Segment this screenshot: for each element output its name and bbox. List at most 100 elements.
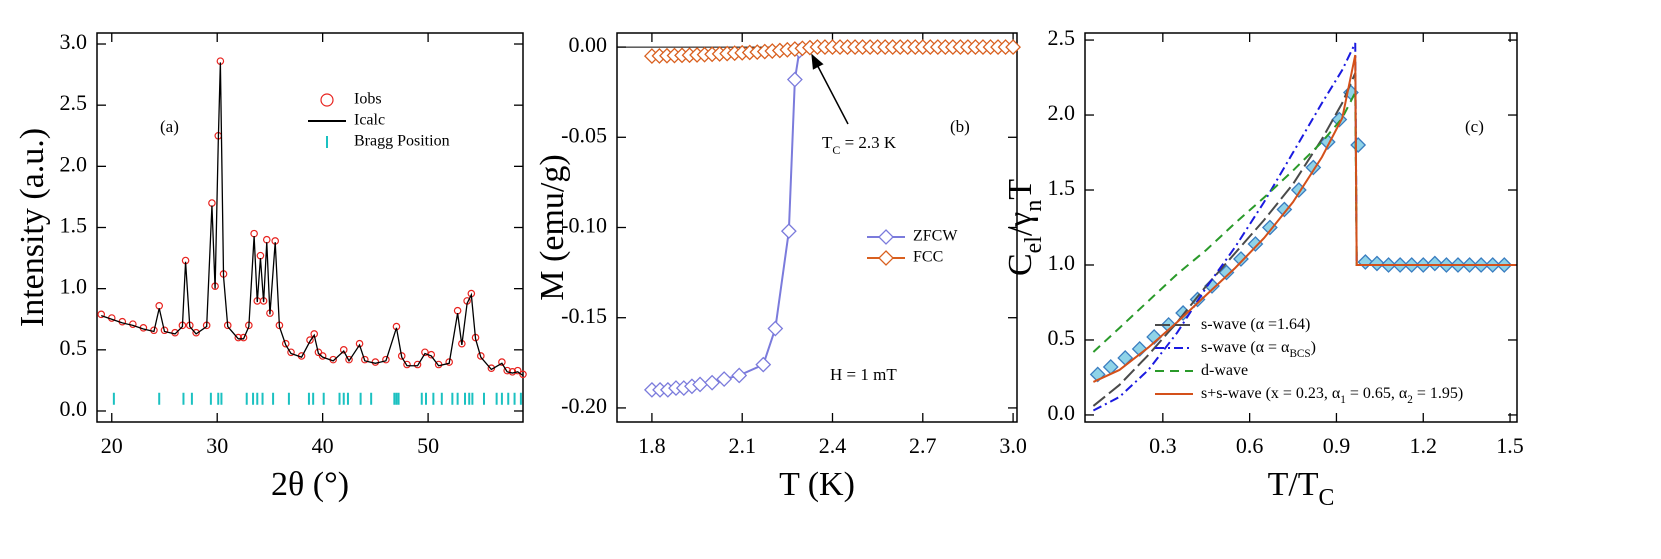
data-point [1350, 137, 1367, 153]
data-point [477, 352, 485, 360]
legend-label-part: d-wave [1201, 362, 1248, 379]
legend-label-part: 1 [1340, 394, 1346, 406]
data-point [519, 370, 527, 379]
legend-label-part: = 1.95) [1413, 385, 1463, 402]
legend-label-part: = 0.65, α [1346, 385, 1408, 402]
y-tick-label: 3.0 [60, 29, 88, 54]
data-point [361, 355, 369, 364]
data-point [262, 235, 271, 244]
data-point [314, 348, 323, 357]
data-point [382, 355, 390, 364]
data-point [755, 356, 772, 373]
x-tick-label: 40 [312, 433, 334, 458]
y-tick-label: 2.0 [1048, 100, 1076, 125]
y-axis-label: Cel/γnT [1002, 179, 1048, 276]
x-tick-label: 0.9 [1323, 433, 1351, 458]
data-point [171, 328, 179, 337]
y-axis-label: Intensity (a.u.) [14, 128, 51, 327]
x-axis-label-part: C [1319, 485, 1335, 511]
y-tick-label: -0.15 [561, 303, 607, 328]
plot-frame [96, 32, 524, 423]
legend-label: ZFCW [913, 228, 958, 245]
annotation: (b) [950, 117, 970, 136]
data-point [339, 346, 348, 354]
annotation-part: C [832, 143, 840, 157]
data-line [101, 62, 524, 377]
annotation-part: = 2.3 K [840, 133, 897, 152]
x-tick-label: 0.6 [1236, 433, 1264, 458]
x-tick-label: 20 [101, 433, 123, 458]
data-point [371, 358, 380, 366]
y-tick-label: 0.0 [60, 396, 88, 421]
y-tick-label: 0.0 [1048, 400, 1076, 425]
y-tick-label: -0.20 [561, 393, 607, 418]
y-axis-label: M (emu/g) [534, 154, 571, 300]
legend-label: d-wave [1201, 362, 1248, 379]
data-point [786, 71, 803, 88]
y-tick-label: 2.5 [60, 90, 88, 115]
x-tick-label: 2.4 [819, 433, 847, 458]
x-axis-label: T (K) [779, 466, 855, 503]
annotation-part: T [822, 133, 833, 152]
data-point [1005, 39, 1022, 55]
data-point [413, 360, 422, 369]
data-point [155, 301, 164, 310]
legend-label: s-wave (α = αBCS) [1201, 339, 1316, 360]
y-axis-label-part: C [1002, 253, 1039, 276]
data-point [208, 199, 216, 207]
data-point [453, 306, 462, 315]
y-tick-label: 0.5 [1048, 325, 1076, 350]
data-point [498, 358, 506, 366]
data-point [287, 348, 295, 357]
plot-frame [1084, 32, 1518, 423]
y-tick-label: -0.05 [561, 122, 607, 147]
y-axis-label-part: /γ [1002, 212, 1039, 236]
x-tick-label: 0.3 [1149, 433, 1177, 458]
x-tick-label: 3.0 [999, 433, 1027, 458]
legend-label-part: 2 [1407, 394, 1413, 406]
data-point [1218, 264, 1235, 281]
data-point [306, 336, 314, 344]
annotation: (c) [1465, 117, 1484, 136]
legend-label: Bragg Position [354, 133, 450, 150]
legend-symbol [878, 229, 894, 245]
y-tick-label: -0.10 [561, 213, 607, 238]
data-point [1233, 251, 1249, 267]
data-point [421, 348, 429, 357]
data-point [97, 310, 106, 319]
x-tick-label: 2.1 [728, 433, 756, 458]
legend-label: FCC [913, 249, 943, 266]
x-axis-label: 2θ (°) [271, 466, 349, 503]
data-point [160, 326, 169, 335]
data-point [192, 328, 200, 337]
y-axis-label-part: el [1021, 236, 1047, 254]
legend-symbol [320, 93, 334, 107]
y-tick-label: 1.0 [1048, 250, 1076, 275]
y-tick-label: 1.5 [1048, 175, 1076, 200]
y-axis-label-part: n [1021, 200, 1047, 212]
data-point [234, 333, 243, 342]
y-tick-label: 0.00 [569, 32, 608, 57]
data-point [345, 355, 353, 364]
data-point [731, 367, 748, 384]
legend-symbol [878, 250, 894, 266]
legend-label: s-wave (α =1.64) [1201, 316, 1310, 333]
data-point [1276, 201, 1293, 218]
x-axis-label-part: T/T [1268, 466, 1319, 503]
x-tick-label: 30 [206, 433, 228, 458]
data-point [1426, 255, 1443, 272]
legend-label: Icalc [354, 112, 385, 129]
data-point [239, 333, 248, 342]
data-point [318, 352, 327, 360]
y-tick-label: 1.5 [60, 213, 88, 238]
x-tick-label: 1.2 [1410, 433, 1438, 458]
y-tick-label: 1.0 [60, 274, 88, 299]
data-point [1357, 254, 1374, 270]
data-point [403, 360, 411, 369]
annotation: TC = 2.3 K [822, 133, 897, 157]
data-point [445, 358, 453, 366]
y-axis-label-part: T [1002, 179, 1039, 200]
legend-label-part: s-wave (α = α [1201, 339, 1290, 356]
data-point [397, 352, 406, 360]
